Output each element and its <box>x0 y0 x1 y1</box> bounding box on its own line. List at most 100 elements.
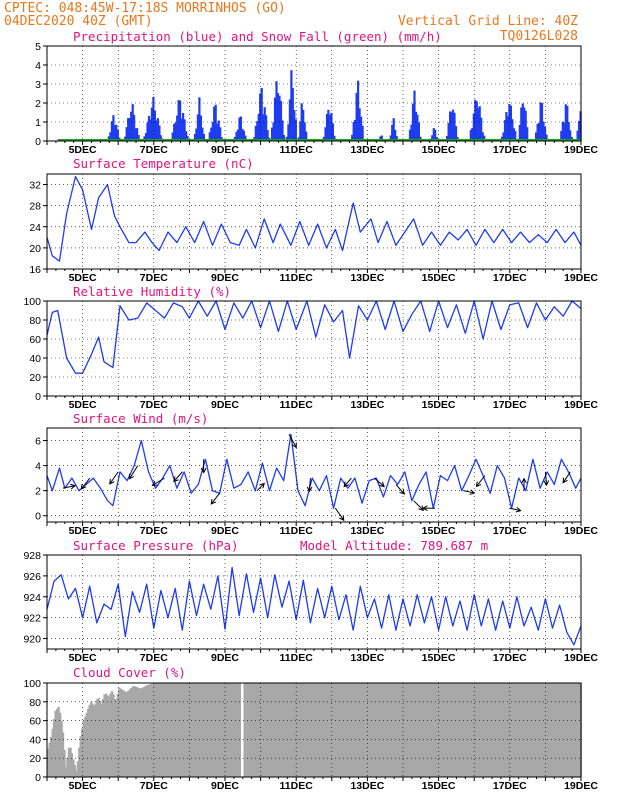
precip-bar <box>110 121 113 141</box>
precip-bar <box>153 110 156 141</box>
cloud-bar <box>103 694 106 777</box>
cloud-bar <box>278 683 281 777</box>
cloud-bar <box>266 683 269 777</box>
cloud-bar <box>319 683 323 777</box>
precip-bar <box>471 128 474 141</box>
cloud-bar <box>167 683 170 777</box>
cloud-bar <box>328 683 332 777</box>
y-tick-label: 20 <box>29 243 41 255</box>
cloud-bar <box>472 683 476 777</box>
precip-bar <box>506 116 509 141</box>
cloud-bar <box>147 684 151 777</box>
cloud-bar <box>514 683 517 777</box>
panel-1: Surface Temperature (nC) 16 20 24 28 32 5DEC 7D… <box>29 156 598 284</box>
cloud-bar <box>87 708 90 777</box>
precip-bar <box>524 110 527 141</box>
precip-bar <box>477 108 480 141</box>
wind-arrow-head <box>475 481 482 488</box>
x-tick-label: 9DEC <box>211 399 239 411</box>
wind-arrow-shaft <box>463 490 475 494</box>
wind-arrow-head <box>200 467 207 474</box>
wind-arrow-shaft <box>476 475 486 487</box>
cloud-bar <box>51 728 54 777</box>
precip-bar <box>266 130 269 141</box>
precip-bar <box>453 112 456 141</box>
wind-arrow-shaft <box>334 507 345 521</box>
precip-bar <box>434 129 437 141</box>
precip-bar <box>446 135 449 141</box>
cloud-bar <box>483 683 486 777</box>
wind-arrow-shaft <box>509 507 521 512</box>
precip-bar <box>115 124 118 141</box>
x-tick-label: 7DEC <box>140 780 168 792</box>
cloud-bar <box>192 683 195 777</box>
cloud-bar <box>149 684 152 777</box>
cloud-bar <box>469 683 473 777</box>
panel-3: Surface Wind (m/s) 0 2 4 6 5DEC 7DEC 9DEC 11DEC 1… <box>35 411 598 537</box>
wind-vector <box>173 471 183 483</box>
cloud-bar <box>342 683 345 777</box>
precip-bar <box>180 118 183 141</box>
cloud-bar <box>573 683 576 777</box>
precip-bar <box>505 112 508 141</box>
cloud-bar <box>327 683 330 777</box>
precip-bar <box>563 122 566 141</box>
x-tick-label: 5DEC <box>69 272 97 284</box>
cloud-bar <box>567 683 570 777</box>
cloud-bar <box>444 683 447 777</box>
wind-vector <box>334 507 345 522</box>
panel-title: Precipitation (blue) and Snow Fall (gree… <box>73 29 442 44</box>
cloud-bar <box>245 683 249 777</box>
x-tick-label: 15DEC <box>422 399 456 411</box>
cloud-bar <box>456 683 459 777</box>
wind-vector <box>128 465 139 480</box>
precip-bar <box>472 113 475 141</box>
cloud-bar <box>91 704 94 777</box>
cloud-bar <box>253 683 256 777</box>
precip-bar <box>416 114 419 141</box>
precip-bar <box>116 129 119 141</box>
wind-vector <box>509 506 522 513</box>
cloud-bar <box>358 683 361 777</box>
cloud-bar <box>447 683 450 777</box>
y-tick-label: 80 <box>29 315 41 327</box>
precip-bar <box>355 92 358 141</box>
precip-bar <box>262 114 265 141</box>
cloud-bar <box>398 683 401 777</box>
cloud-bar <box>394 683 397 777</box>
precip-bar <box>380 135 383 141</box>
cloud-bar <box>317 683 320 777</box>
precip-bar <box>481 132 484 141</box>
precip-bar <box>293 110 296 141</box>
x-tick-label: 9DEC <box>211 780 239 792</box>
x-tick-label: 19DEC <box>564 144 598 156</box>
cloud-bar <box>124 691 127 777</box>
cloud-bar <box>312 683 315 777</box>
cloud-bar <box>140 688 143 777</box>
precip-bar <box>281 120 284 141</box>
cloud-bar <box>450 683 453 777</box>
precip-bar <box>330 113 333 141</box>
cloud-bar <box>248 683 252 777</box>
cloud-bar <box>481 683 484 777</box>
x-tick-label: 13DEC <box>350 525 384 537</box>
wind-arrow-head <box>562 477 568 484</box>
precip-bar <box>201 127 204 141</box>
precip-bar <box>535 132 538 141</box>
cloud-bar <box>171 683 174 777</box>
precip-bar <box>569 130 572 141</box>
precip-bar <box>475 101 478 141</box>
cloud-bar <box>578 683 581 777</box>
cloud-bar <box>365 683 369 777</box>
cloud-bar <box>156 683 160 777</box>
wind-vector <box>306 478 313 493</box>
precip-bar <box>149 119 152 141</box>
cloud-bar <box>417 683 421 777</box>
precip-bar <box>327 109 330 141</box>
panel-title: Relative Humidity (%) <box>73 284 231 299</box>
precip-bar <box>480 117 483 141</box>
y-tick-label: 5 <box>35 41 41 53</box>
cloud-bar <box>196 683 200 777</box>
cloud-bar <box>81 728 84 777</box>
wind-vector <box>80 477 91 490</box>
